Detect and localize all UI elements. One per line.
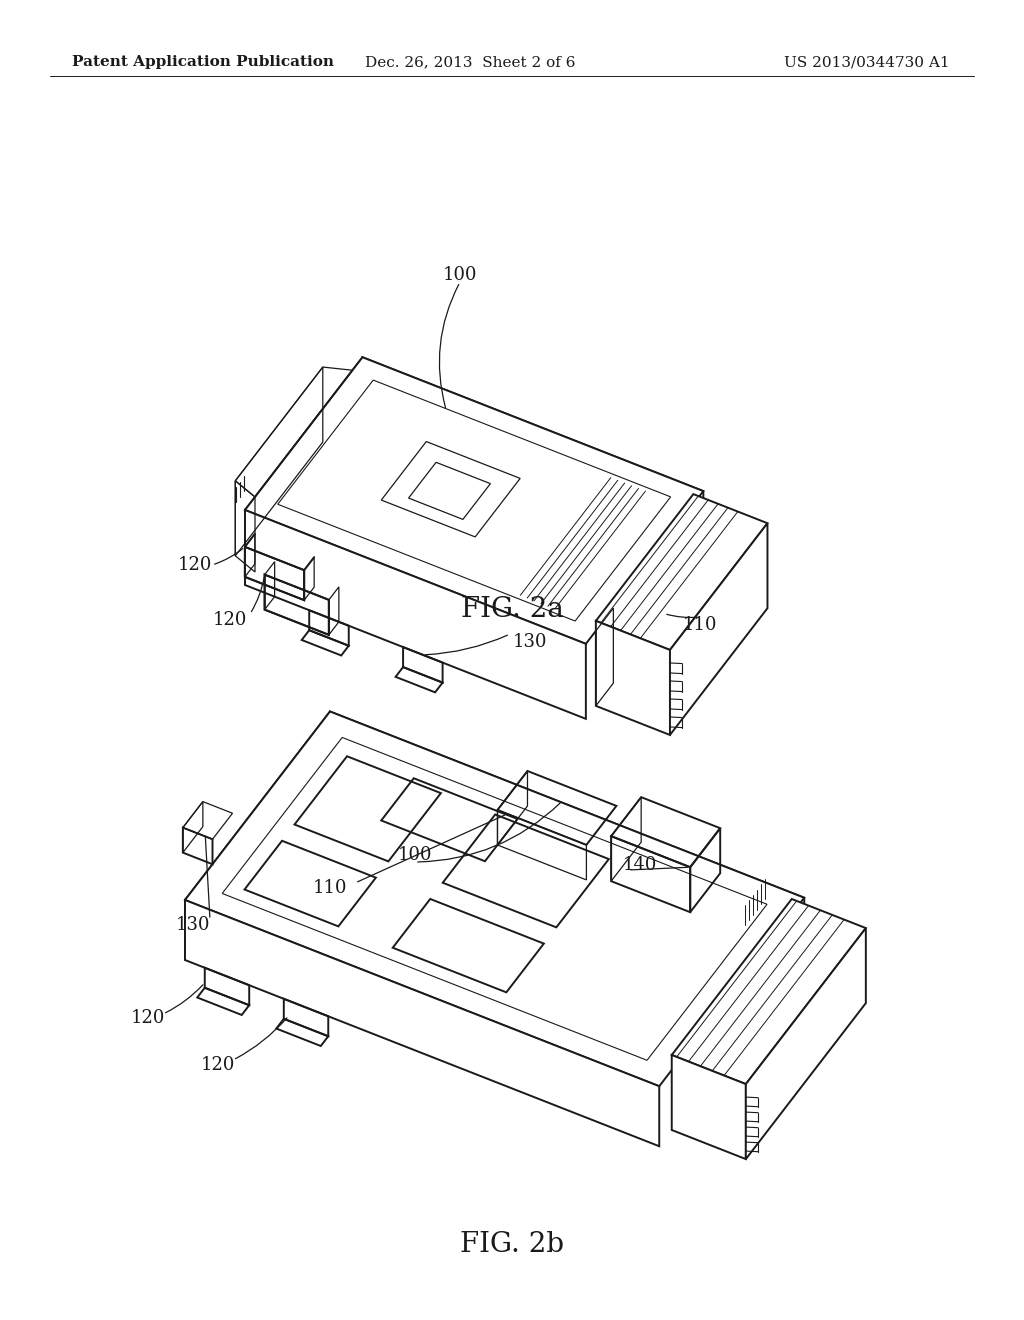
Text: 140: 140	[623, 855, 657, 874]
Polygon shape	[185, 711, 804, 1086]
Text: 120: 120	[213, 611, 247, 630]
Polygon shape	[596, 620, 670, 735]
Text: US 2013/0344730 A1: US 2013/0344730 A1	[784, 55, 950, 69]
Polygon shape	[672, 899, 866, 1084]
Text: Dec. 26, 2013  Sheet 2 of 6: Dec. 26, 2013 Sheet 2 of 6	[365, 55, 575, 69]
Polygon shape	[672, 1055, 745, 1159]
Polygon shape	[185, 900, 659, 1146]
Text: FIG. 2b: FIG. 2b	[460, 1232, 564, 1258]
Polygon shape	[185, 711, 330, 960]
Text: 120: 120	[131, 1008, 165, 1027]
Text: FIG. 2a: FIG. 2a	[461, 597, 563, 623]
Polygon shape	[362, 358, 703, 566]
Text: 130: 130	[513, 634, 547, 651]
Polygon shape	[245, 510, 586, 719]
Polygon shape	[245, 358, 362, 585]
Text: 100: 100	[397, 846, 432, 865]
Text: 120: 120	[178, 556, 212, 574]
Text: 110: 110	[312, 879, 347, 898]
Polygon shape	[245, 358, 703, 644]
Polygon shape	[596, 494, 767, 649]
Polygon shape	[330, 711, 804, 958]
Text: 130: 130	[176, 916, 210, 935]
Text: 100: 100	[442, 267, 477, 284]
Text: 110: 110	[683, 616, 717, 634]
Polygon shape	[745, 928, 866, 1159]
Text: 120: 120	[201, 1056, 236, 1074]
Text: Patent Application Publication: Patent Application Publication	[72, 55, 334, 69]
Polygon shape	[670, 523, 767, 735]
